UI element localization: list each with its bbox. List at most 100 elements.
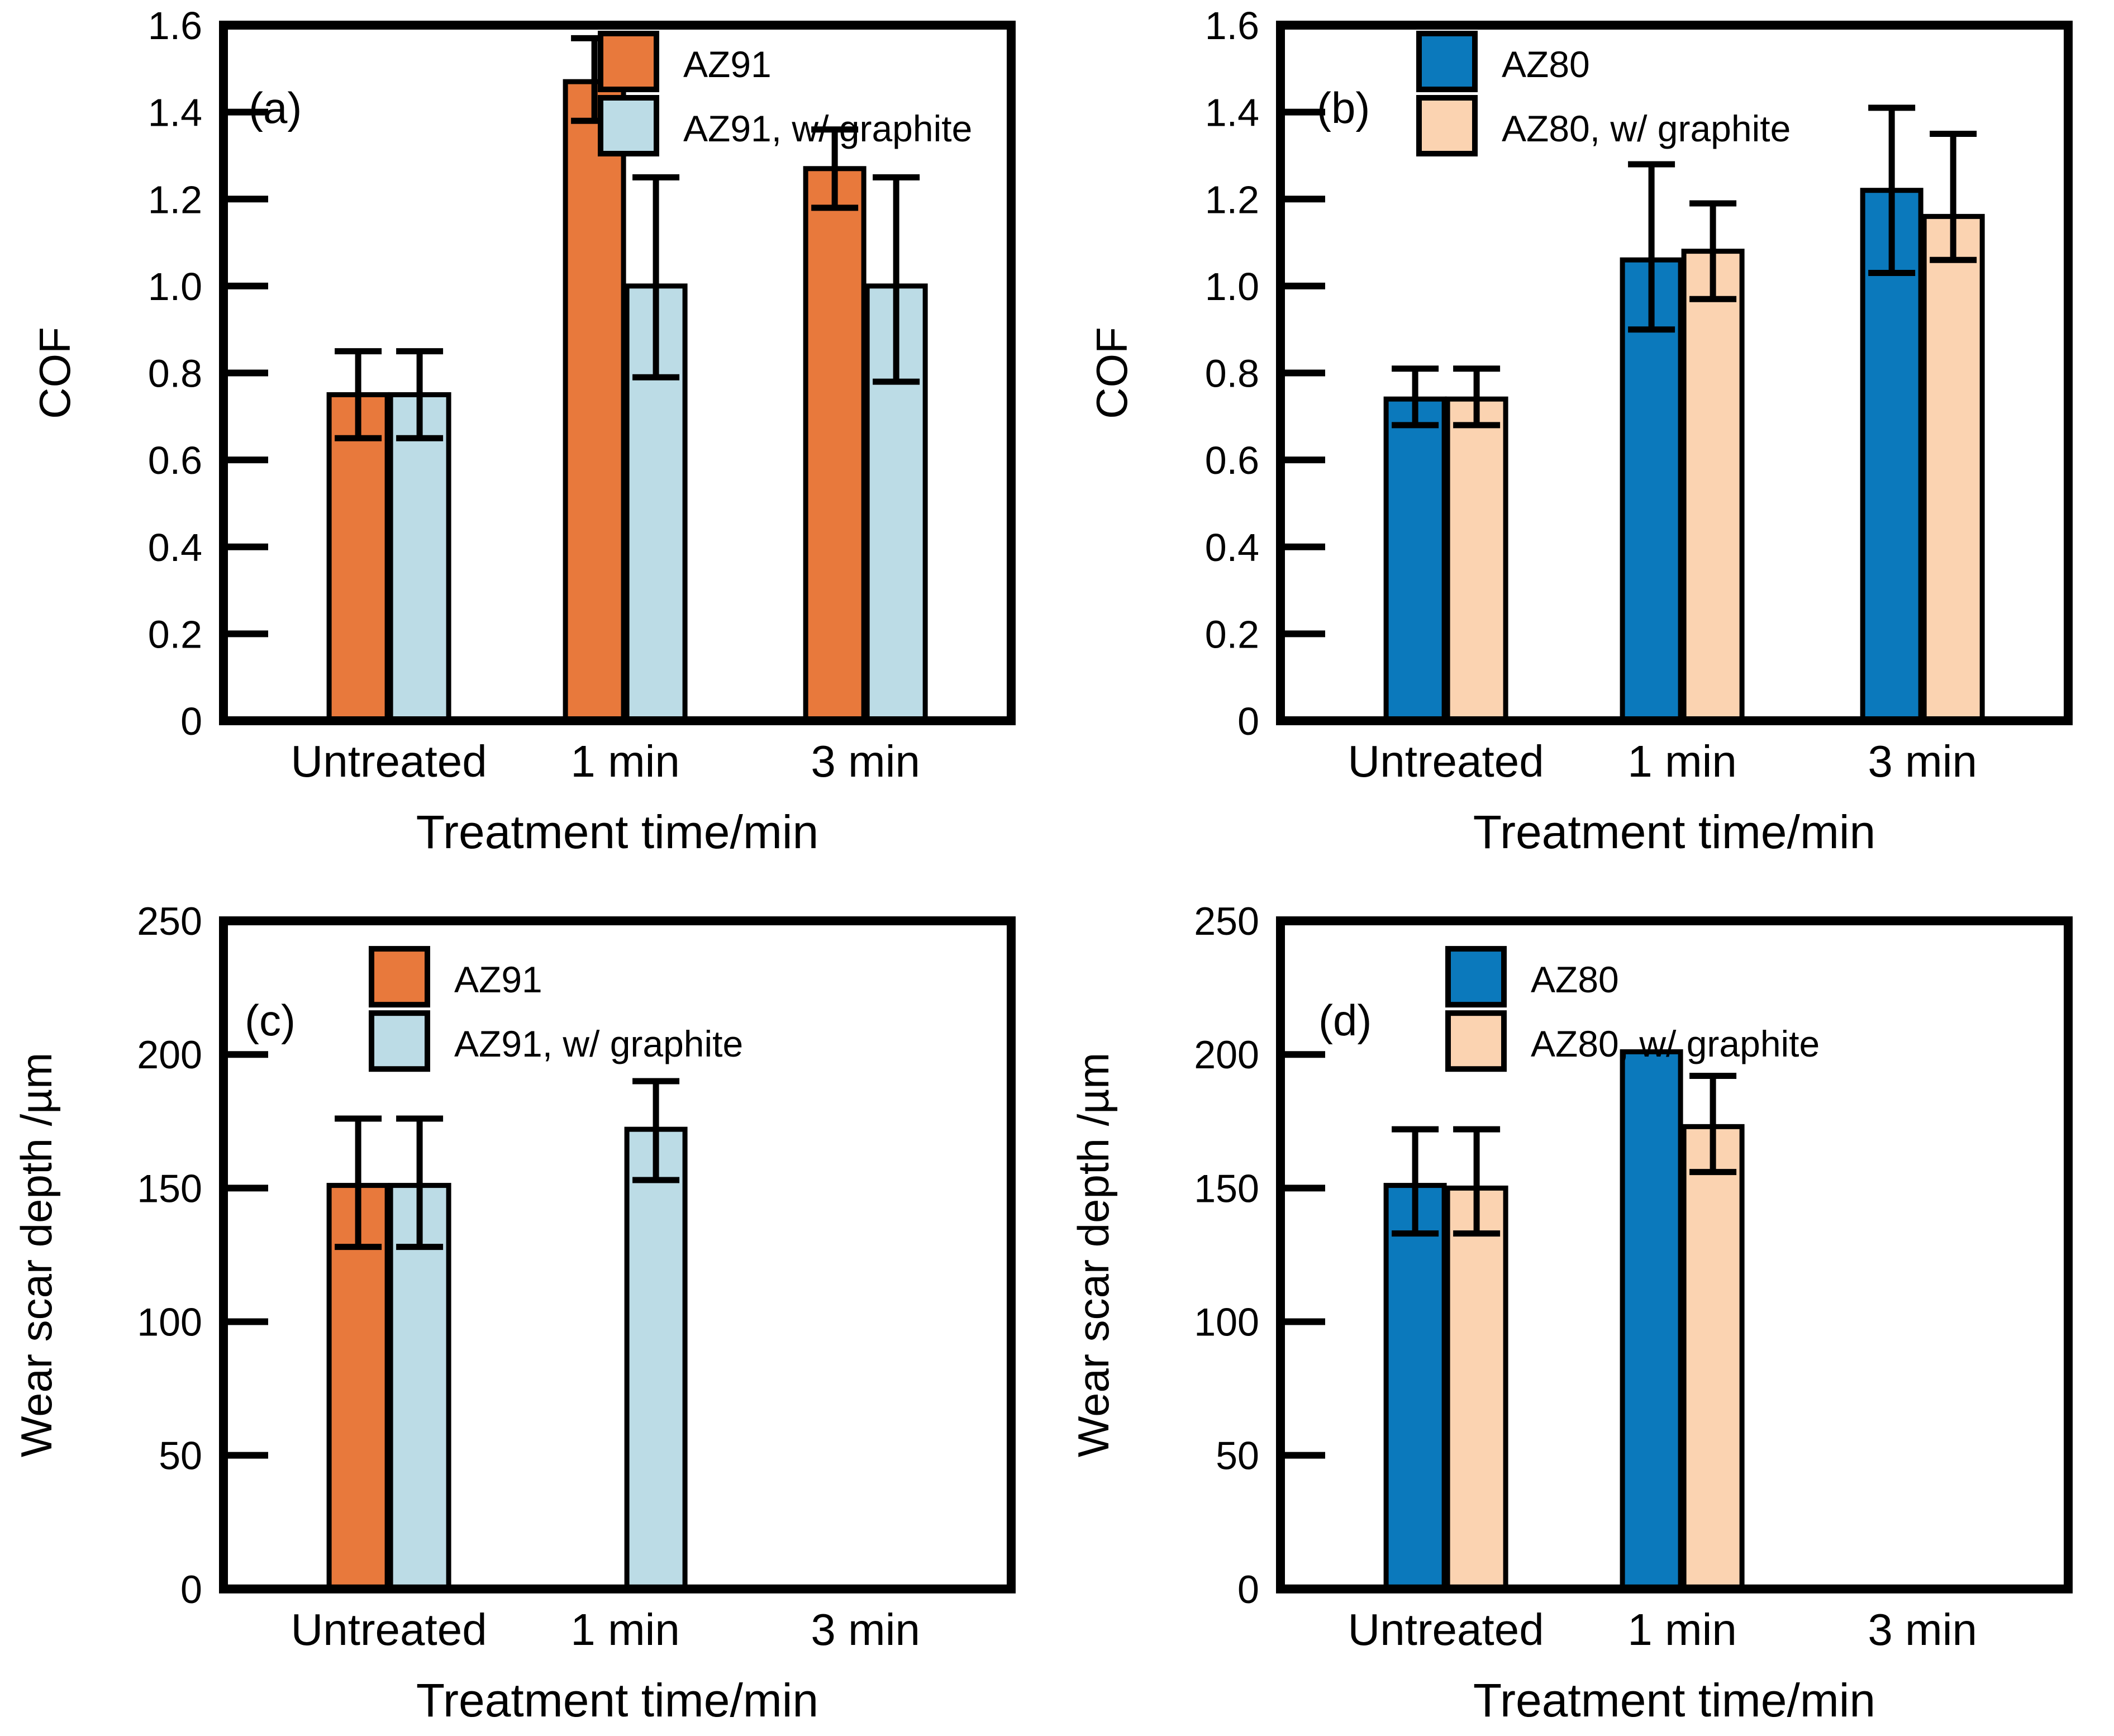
y-tick-label: 1.6	[1205, 4, 1259, 47]
legend-label: AZ80	[1502, 44, 1590, 85]
panel-letter: (c)	[245, 996, 296, 1045]
legend-swatch	[1416, 95, 1478, 156]
legend-swatch	[369, 946, 430, 1008]
y-axis-title: COF	[30, 327, 79, 419]
x-axis-title: Treatment time/min	[416, 806, 818, 858]
y-tick-label: 150	[137, 1167, 202, 1210]
y-tick-label: 0.4	[148, 526, 202, 569]
bar	[1445, 1185, 1508, 1592]
y-tick-label: 1.2	[1205, 178, 1259, 221]
legend-swatch	[1416, 31, 1478, 92]
legend-label: AZ80, w/ graphite	[1531, 1023, 1820, 1064]
x-category-label: Untreated	[1348, 1605, 1544, 1654]
bar	[624, 1126, 688, 1592]
panel-c-chart: 0 50 100 150 200 250 (c) AZ91 AZ91, w/ graphite U…	[0, 868, 1057, 1736]
x-category-label: Untreated	[1348, 736, 1544, 786]
bar	[388, 1183, 451, 1592]
y-tick-label: 0	[180, 1568, 202, 1611]
plot-frame	[219, 916, 1016, 1594]
y-tick-label: 50	[159, 1434, 202, 1478]
y-tick-label: 0.8	[148, 352, 202, 396]
bar	[388, 392, 451, 724]
legend-label: AZ91, w/ graphite	[454, 1023, 743, 1064]
y-tick-label: 0.4	[1205, 526, 1259, 569]
panel-letter: (a)	[249, 83, 302, 132]
bar	[1620, 1049, 1683, 1592]
x-category-label: 1 min	[1627, 736, 1737, 786]
bar	[803, 166, 866, 724]
y-axis-title: Wear scar depth /µm	[12, 1053, 61, 1457]
legend-swatch	[1445, 946, 1507, 1008]
legend-swatch	[598, 31, 659, 92]
bar	[1445, 396, 1508, 724]
y-tick-label: 50	[1216, 1434, 1259, 1478]
y-tick-label: 100	[137, 1301, 202, 1344]
y-tick-label: 0	[180, 700, 202, 743]
x-category-label: 1 min	[570, 1605, 680, 1654]
legend-label: AZ80, w/ graphite	[1502, 108, 1791, 149]
y-tick-label: 0.8	[1205, 352, 1259, 396]
plot-frame	[219, 21, 1016, 725]
panel-b-chart: 0 0.2 0.4 0.6 0.8 1.0 1.2 1.4 1.6 (b) AZ80 AZ80, w/…	[1057, 0, 2114, 868]
y-tick-label: 100	[1194, 1301, 1259, 1344]
x-category-label: 3 min	[1868, 1605, 1977, 1654]
panel-b: 0 0.2 0.4 0.6 0.8 1.0 1.2 1.4 1.6 (b) AZ80 AZ80, w/…	[1057, 0, 2114, 868]
y-tick-label: 1.6	[148, 4, 202, 47]
panel-letter: (d)	[1318, 996, 1372, 1045]
bar	[1921, 213, 1985, 724]
panel-a: 0 0.2 0.4 0.6 0.8 1.0 1.2 1.4 1.6 (a) AZ91 AZ91, w/…	[0, 0, 1057, 868]
bar	[1860, 188, 1923, 724]
legend-label: AZ91, w/ graphite	[683, 108, 972, 149]
y-tick-label: 250	[1194, 900, 1259, 943]
y-tick-label: 200	[1194, 1033, 1259, 1077]
bar	[1681, 1124, 1745, 1592]
bar	[1383, 1183, 1447, 1592]
plot-frame	[1276, 21, 2073, 725]
legend-swatch	[598, 95, 659, 156]
bar	[326, 392, 390, 724]
x-category-label: 3 min	[811, 736, 920, 786]
x-category-label: Untreated	[291, 1605, 487, 1654]
legend-swatch	[369, 1010, 430, 1072]
y-tick-label: 1.4	[1205, 91, 1259, 135]
y-tick-label: 0.6	[148, 439, 202, 482]
y-tick-label: 0.2	[1205, 612, 1259, 656]
x-category-label: 1 min	[1627, 1605, 1737, 1654]
panel-letter: (b)	[1317, 83, 1370, 132]
y-tick-label: 0	[1237, 700, 1259, 743]
y-tick-label: 1.0	[1205, 265, 1259, 308]
y-tick-label: 1.0	[148, 265, 202, 308]
y-tick-label: 1.2	[148, 178, 202, 221]
y-axis-title: Wear scar depth /µm	[1069, 1053, 1118, 1457]
x-category-label: Untreated	[291, 736, 487, 786]
y-tick-label: 250	[137, 900, 202, 943]
x-axis-title: Treatment time/min	[1473, 806, 1875, 858]
legend-label: AZ80	[1531, 959, 1619, 1000]
legend-swatch	[1445, 1010, 1507, 1072]
bar	[563, 79, 626, 724]
y-tick-label: 150	[1194, 1167, 1259, 1210]
legend-label: AZ91	[454, 959, 542, 1000]
y-tick-label: 0.6	[1205, 439, 1259, 482]
x-category-label: 1 min	[570, 736, 680, 786]
bar	[326, 1183, 390, 1592]
plot-frame	[1276, 916, 2073, 1594]
legend-label: AZ91	[683, 44, 772, 85]
bar	[1383, 396, 1447, 724]
bar	[1681, 249, 1745, 724]
x-category-label: 3 min	[811, 1605, 920, 1654]
x-axis-title: Treatment time/min	[1473, 1674, 1875, 1727]
y-tick-label: 1.4	[148, 91, 202, 135]
y-tick-label: 200	[137, 1033, 202, 1077]
x-category-label: 3 min	[1868, 736, 1977, 786]
x-axis-title: Treatment time/min	[416, 1674, 818, 1727]
y-tick-label: 0	[1237, 1568, 1259, 1611]
panel-d: 0 50 100 150 200 250 (d) AZ80 AZ80, w/ graphite U…	[1057, 868, 2114, 1736]
y-tick-label: 0.2	[148, 612, 202, 656]
bar	[1620, 257, 1683, 724]
panel-c: 0 50 100 150 200 250 (c) AZ91 AZ91, w/ graphite U…	[0, 868, 1057, 1736]
panel-d-chart: 0 50 100 150 200 250 (d) AZ80 AZ80, w/ graphite U…	[1057, 868, 2114, 1736]
panel-a-chart: 0 0.2 0.4 0.6 0.8 1.0 1.2 1.4 1.6 (a) AZ91 AZ91, w/…	[0, 0, 1057, 868]
y-axis-title: COF	[1087, 327, 1136, 419]
